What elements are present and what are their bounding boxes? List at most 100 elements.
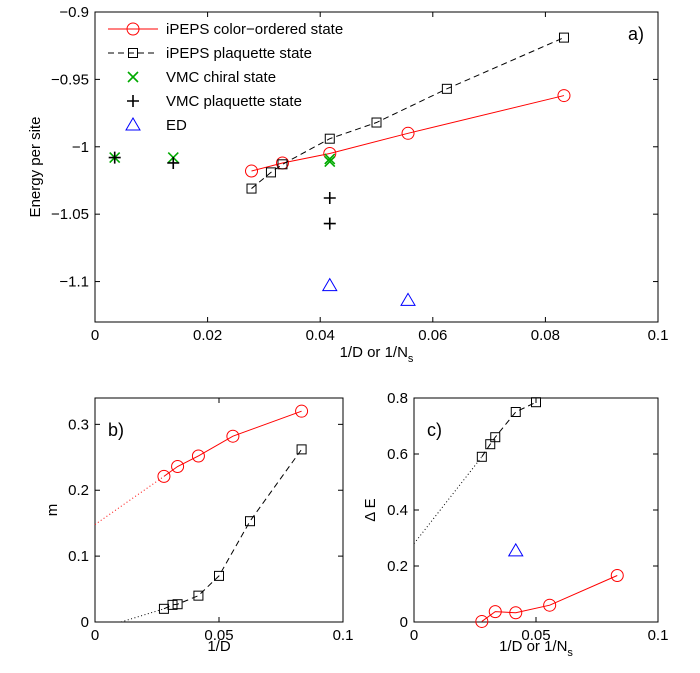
legend-marker-plus — [127, 95, 139, 107]
data-point-square — [296, 444, 307, 455]
series-3 — [507, 542, 524, 557]
data-point-x — [324, 153, 336, 165]
x-tick-label: 0.06 — [418, 327, 447, 344]
data-point-square — [441, 83, 452, 94]
data-point-square — [490, 432, 501, 443]
x-tick-label: 0 — [91, 327, 99, 344]
extrapolation-line — [413, 456, 483, 544]
y-tick-label: −0.9 — [59, 4, 89, 21]
data-point-triangle — [321, 277, 338, 292]
x-axis-label: 1/D or 1/Ns — [340, 344, 414, 365]
data-point-square — [476, 451, 487, 462]
x-tick-label: 0.08 — [531, 327, 560, 344]
data-point-circle — [488, 605, 502, 619]
data-point-square — [510, 407, 521, 417]
data-point-x — [324, 156, 336, 168]
x-tick-label: 0.02 — [193, 327, 222, 344]
series-4 — [108, 151, 336, 230]
legend-label: ED — [166, 117, 187, 134]
extrapolation-line — [120, 608, 165, 623]
data-point-square — [277, 159, 288, 170]
data-point-circle — [401, 126, 415, 140]
data-point-square — [558, 32, 569, 43]
data-point-square — [172, 599, 183, 610]
y-tick-label: 0 — [400, 614, 408, 631]
data-point-plus — [323, 192, 336, 204]
y-axis-label: Δ E — [362, 498, 379, 521]
data-point-triangle — [507, 542, 524, 557]
x-axis-label-subscript: s — [408, 353, 414, 365]
series-2 — [476, 397, 541, 462]
data-point-circle — [191, 449, 205, 463]
x-tick-label: 0.1 — [333, 627, 354, 644]
panel-a: 0 0.02 0.04 0.06 0.08 0.1 −0.9 −0.95 −1 −1.05 −1.1… — [27, 4, 668, 365]
x-tick-label: 0.04 — [306, 327, 335, 344]
x-tick-label: 0.1 — [648, 327, 669, 344]
y-tick-label: 0 — [81, 614, 89, 631]
data-point-square — [167, 599, 178, 610]
data-point-square — [485, 439, 496, 450]
panel-tag: a) — [628, 24, 644, 44]
series-5 — [321, 277, 416, 306]
data-point-circle — [610, 569, 624, 583]
x-axis-label-subscript: s — [567, 647, 573, 659]
y-tick-label: 0.2 — [68, 482, 89, 499]
series-1 — [245, 89, 571, 178]
data-point-circle — [543, 598, 557, 612]
x-tick-label: 0.1 — [648, 627, 669, 644]
data-point-plus — [108, 151, 121, 164]
x-tick-label: 0.05 — [204, 627, 233, 644]
data-point-square — [265, 167, 276, 178]
data-point-circle — [557, 89, 571, 103]
data-point-square — [193, 590, 204, 601]
data-point-square — [531, 397, 541, 408]
panel-c: 0 0.05 0.1 0 0.2 0.4 0.6 0.8 1/D or 1/Ns Δ E c) — [362, 390, 668, 659]
data-point-circle — [226, 429, 240, 443]
x-axis-label: 1/D — [207, 638, 231, 655]
legend-marker-square — [128, 48, 138, 58]
data-point-circle — [509, 606, 523, 620]
series-1 — [157, 404, 309, 483]
x-tick-label: 0.05 — [521, 627, 550, 644]
data-point-circle — [157, 469, 171, 483]
panel-tag: c) — [427, 420, 442, 440]
extrapolation-line — [94, 475, 165, 525]
series-1 — [475, 569, 624, 628]
x-tick-label: 0 — [410, 627, 418, 644]
data-point-circle — [171, 460, 185, 474]
data-point-square — [246, 183, 257, 194]
plot-frame — [94, 397, 344, 623]
y-tick-label: −1.1 — [59, 274, 89, 291]
y-tick-label: 0.4 — [387, 502, 408, 519]
y-tick-label: −1 — [72, 139, 89, 156]
data-point-square — [324, 133, 335, 144]
series-line — [251, 95, 565, 172]
panel-tag: b) — [108, 420, 124, 440]
y-tick-label: 0.2 — [387, 558, 408, 575]
y-tick-label: 0.3 — [68, 416, 89, 433]
y-axis-label: m — [44, 504, 61, 517]
data-point-circle — [245, 164, 259, 178]
y-axis-label: Energy per site — [27, 117, 44, 218]
plot-frame — [94, 11, 659, 323]
legend-label: VMC plaquette state — [166, 93, 302, 110]
data-point-plus — [323, 217, 336, 230]
x-axis-label-main: 1/D — [207, 638, 231, 655]
x-axis-label-main: 1/D or 1/N — [499, 638, 567, 655]
series-line — [251, 37, 565, 189]
legend-marker-triangle — [125, 117, 141, 131]
series-2 — [246, 32, 569, 194]
x-tick-label: 0 — [91, 627, 99, 644]
data-point-plus — [167, 156, 180, 169]
data-point-circle — [475, 614, 489, 628]
data-point-square — [371, 117, 382, 128]
panel-b: 0 0.05 0.1 0 0.1 0.2 0.3 1/D m b) — [44, 397, 354, 655]
data-point-square — [214, 570, 224, 581]
data-point-square — [245, 516, 255, 527]
y-tick-label: −1.05 — [51, 206, 89, 223]
x-axis-label-main: 1/D or 1/N — [340, 344, 408, 361]
legend-label: VMC chiral state — [166, 69, 276, 86]
legend-label: iPEPS color−ordered state — [166, 21, 343, 38]
series-2 — [158, 444, 307, 614]
